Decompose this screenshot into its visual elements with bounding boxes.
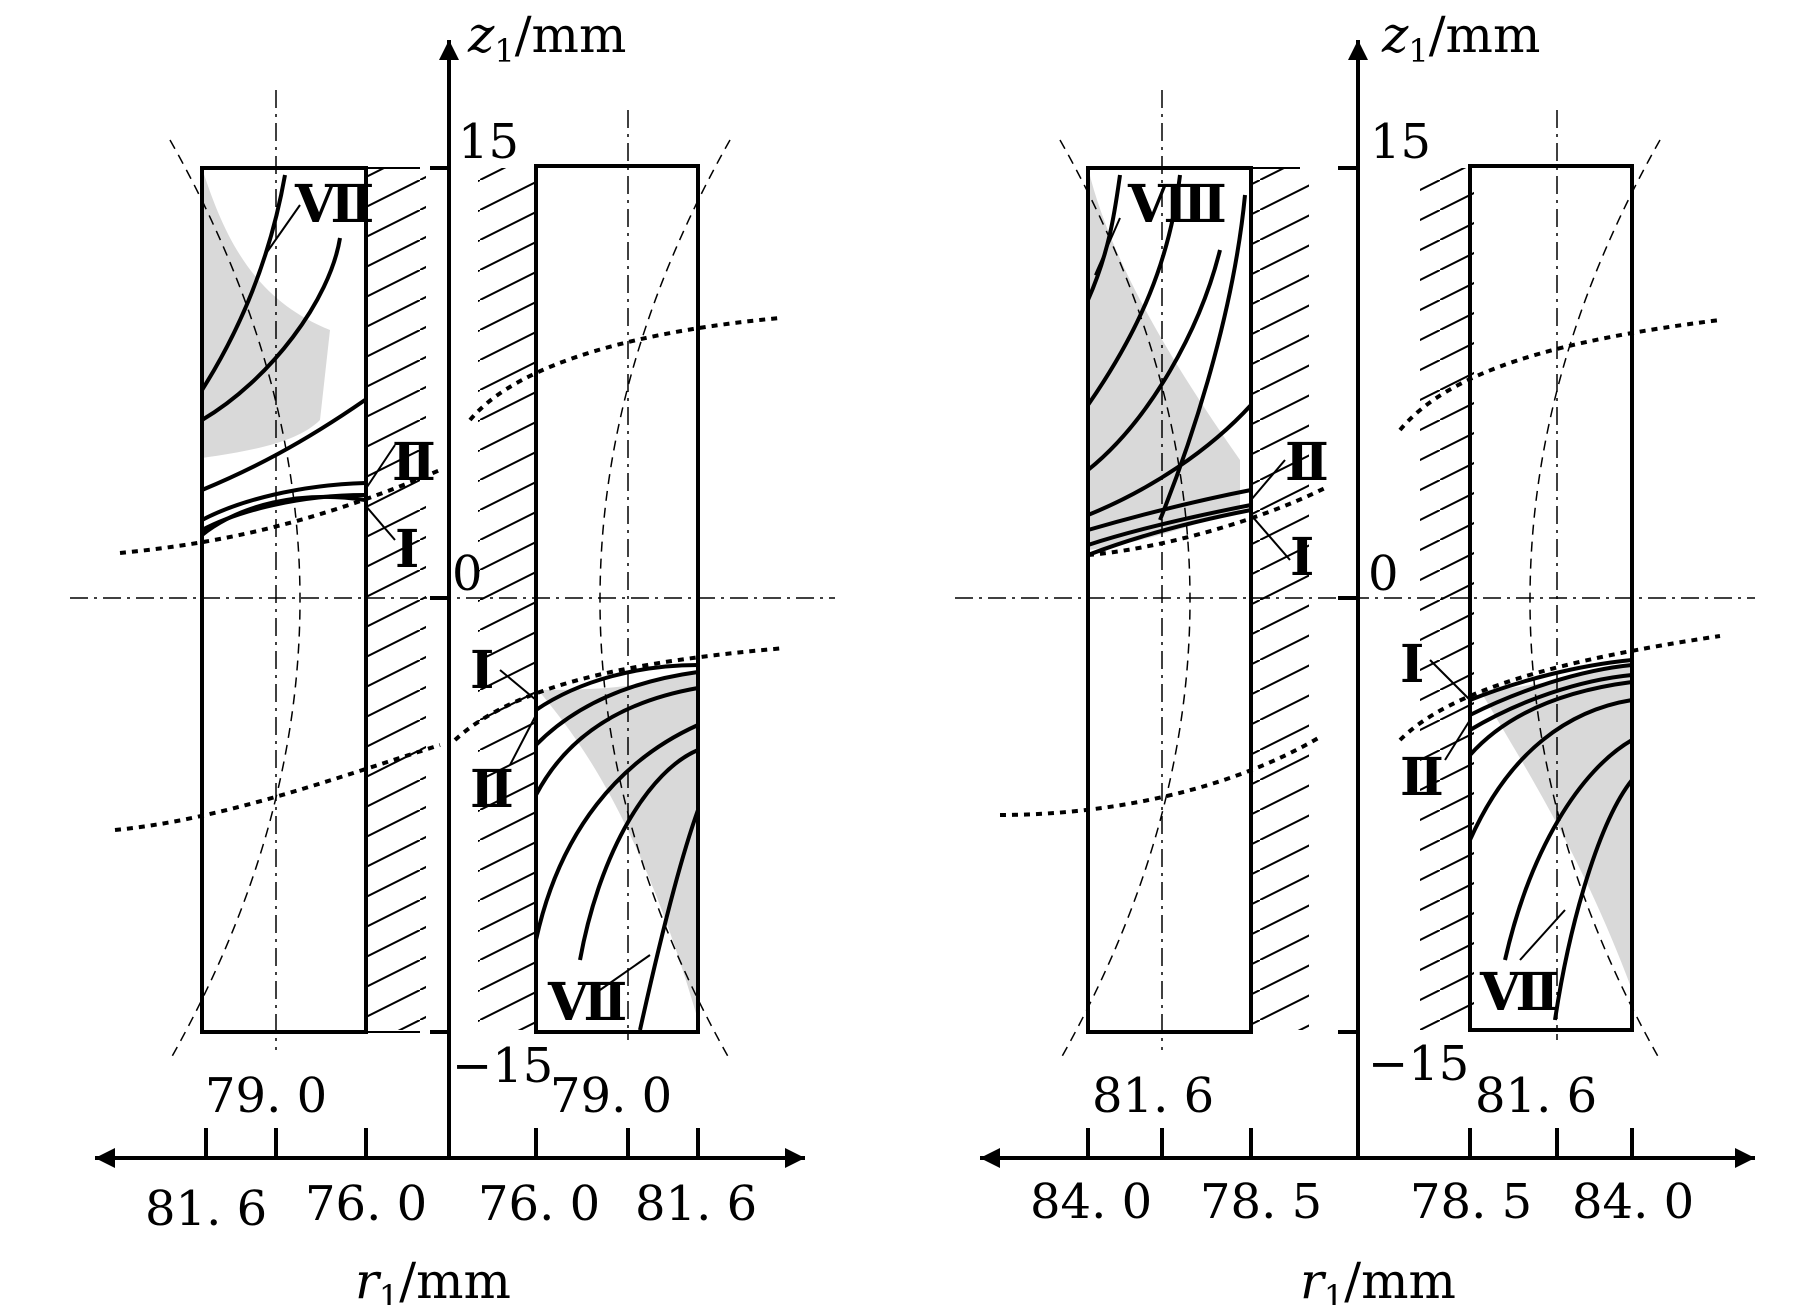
rect-right [534, 164, 700, 1034]
curve-label-right-bottom-1: Ⅶ [547, 975, 627, 1032]
center-label-left-2: 81. 6 [1092, 1068, 1214, 1124]
curves-right [534, 663, 700, 1031]
z-axis-label-1: z1/mm [467, 6, 626, 70]
curve-label-left-mid-1: Ⅱ [392, 435, 436, 492]
r-tick-left-outer-1: 81. 6 [145, 1181, 267, 1237]
z-tick-bottom-1: −15 [452, 1038, 553, 1094]
curve-label-left-top-1: Ⅶ [294, 177, 374, 234]
r-axis-label-1: r1/mm [355, 1252, 511, 1305]
center-label-right-2: 81. 6 [1475, 1068, 1597, 1124]
dashed-arc-left [169, 139, 301, 1061]
r-tick-right-outer-2: 84. 0 [1572, 1174, 1694, 1230]
shaded-region-right-2 [1480, 665, 1632, 990]
shaded-region-left-2 [1088, 168, 1240, 550]
curves-left [200, 174, 367, 537]
curve-label-left-mid-2: Ⅱ [1285, 435, 1329, 492]
center-label-right-1: 79. 0 [550, 1068, 672, 1124]
z-axis-label-2: z1/mm [1381, 6, 1540, 70]
r-tick-right-inner-1: 76. 0 [478, 1176, 600, 1232]
panel-2: z1/mm 15 0 −15 81. 6 81. 6 84. 0 78. 5 7… [955, 6, 1755, 1310]
rect-left [200, 166, 368, 1034]
rect-left-2 [1086, 166, 1253, 1034]
dotted-curves-2 [999, 318, 1721, 817]
r-tick-left-inner-2: 78. 5 [1200, 1174, 1322, 1230]
hatch-right-2 [1420, 168, 1474, 1030]
curve-label-right-bottom-2: Ⅶ [1479, 965, 1559, 1022]
z-tick-top-2: 15 [1370, 114, 1431, 170]
shaded-region-right [538, 670, 698, 1020]
r-axis-label-2: r1/mm [1300, 1252, 1456, 1305]
curve-label-right-mid-2: Ⅱ [1400, 750, 1444, 807]
curve-label-left-low-1: Ⅰ [395, 522, 419, 579]
z-tick-zero-1: 0 [452, 546, 483, 602]
curve-label-right-top-2: Ⅰ [1400, 637, 1424, 694]
center-label-left-1: 79. 0 [205, 1068, 327, 1124]
curve-label-right-top-1: Ⅰ [470, 643, 494, 700]
dotted-curves-1 [114, 316, 786, 832]
curve-label-left-low-2: Ⅰ [1290, 530, 1314, 587]
hatch-right [478, 168, 534, 1030]
z-tick-top-1: 15 [458, 114, 519, 170]
curves-left-2 [1086, 174, 1253, 557]
curves-right-2 [1468, 658, 1634, 1021]
r-tick-right-inner-2: 78. 5 [1410, 1174, 1532, 1230]
curve-label-right-mid-1: Ⅱ [470, 762, 514, 819]
r-tick-right-outer-1: 81. 6 [635, 1176, 757, 1232]
dashed-arc-left-2 [1059, 139, 1191, 1061]
panel-1: z1/mm 15 0 −15 79. 0 79. 0 81. 6 76. 0 7… [70, 6, 835, 1310]
shaded-region-left [202, 168, 330, 458]
z-tick-bottom-2: −15 [1368, 1036, 1469, 1092]
hatch-left-2 [1253, 168, 1309, 1030]
r-tick-left-inner-1: 76. 0 [305, 1176, 427, 1232]
curve-label-left-top-2: Ⅷ [1127, 177, 1227, 234]
hatch-left [368, 168, 426, 1030]
r-tick-left-outer-2: 84. 0 [1030, 1174, 1152, 1230]
z-tick-zero-2: 0 [1368, 546, 1399, 602]
dashed-arc-right-2 [1529, 139, 1661, 1061]
